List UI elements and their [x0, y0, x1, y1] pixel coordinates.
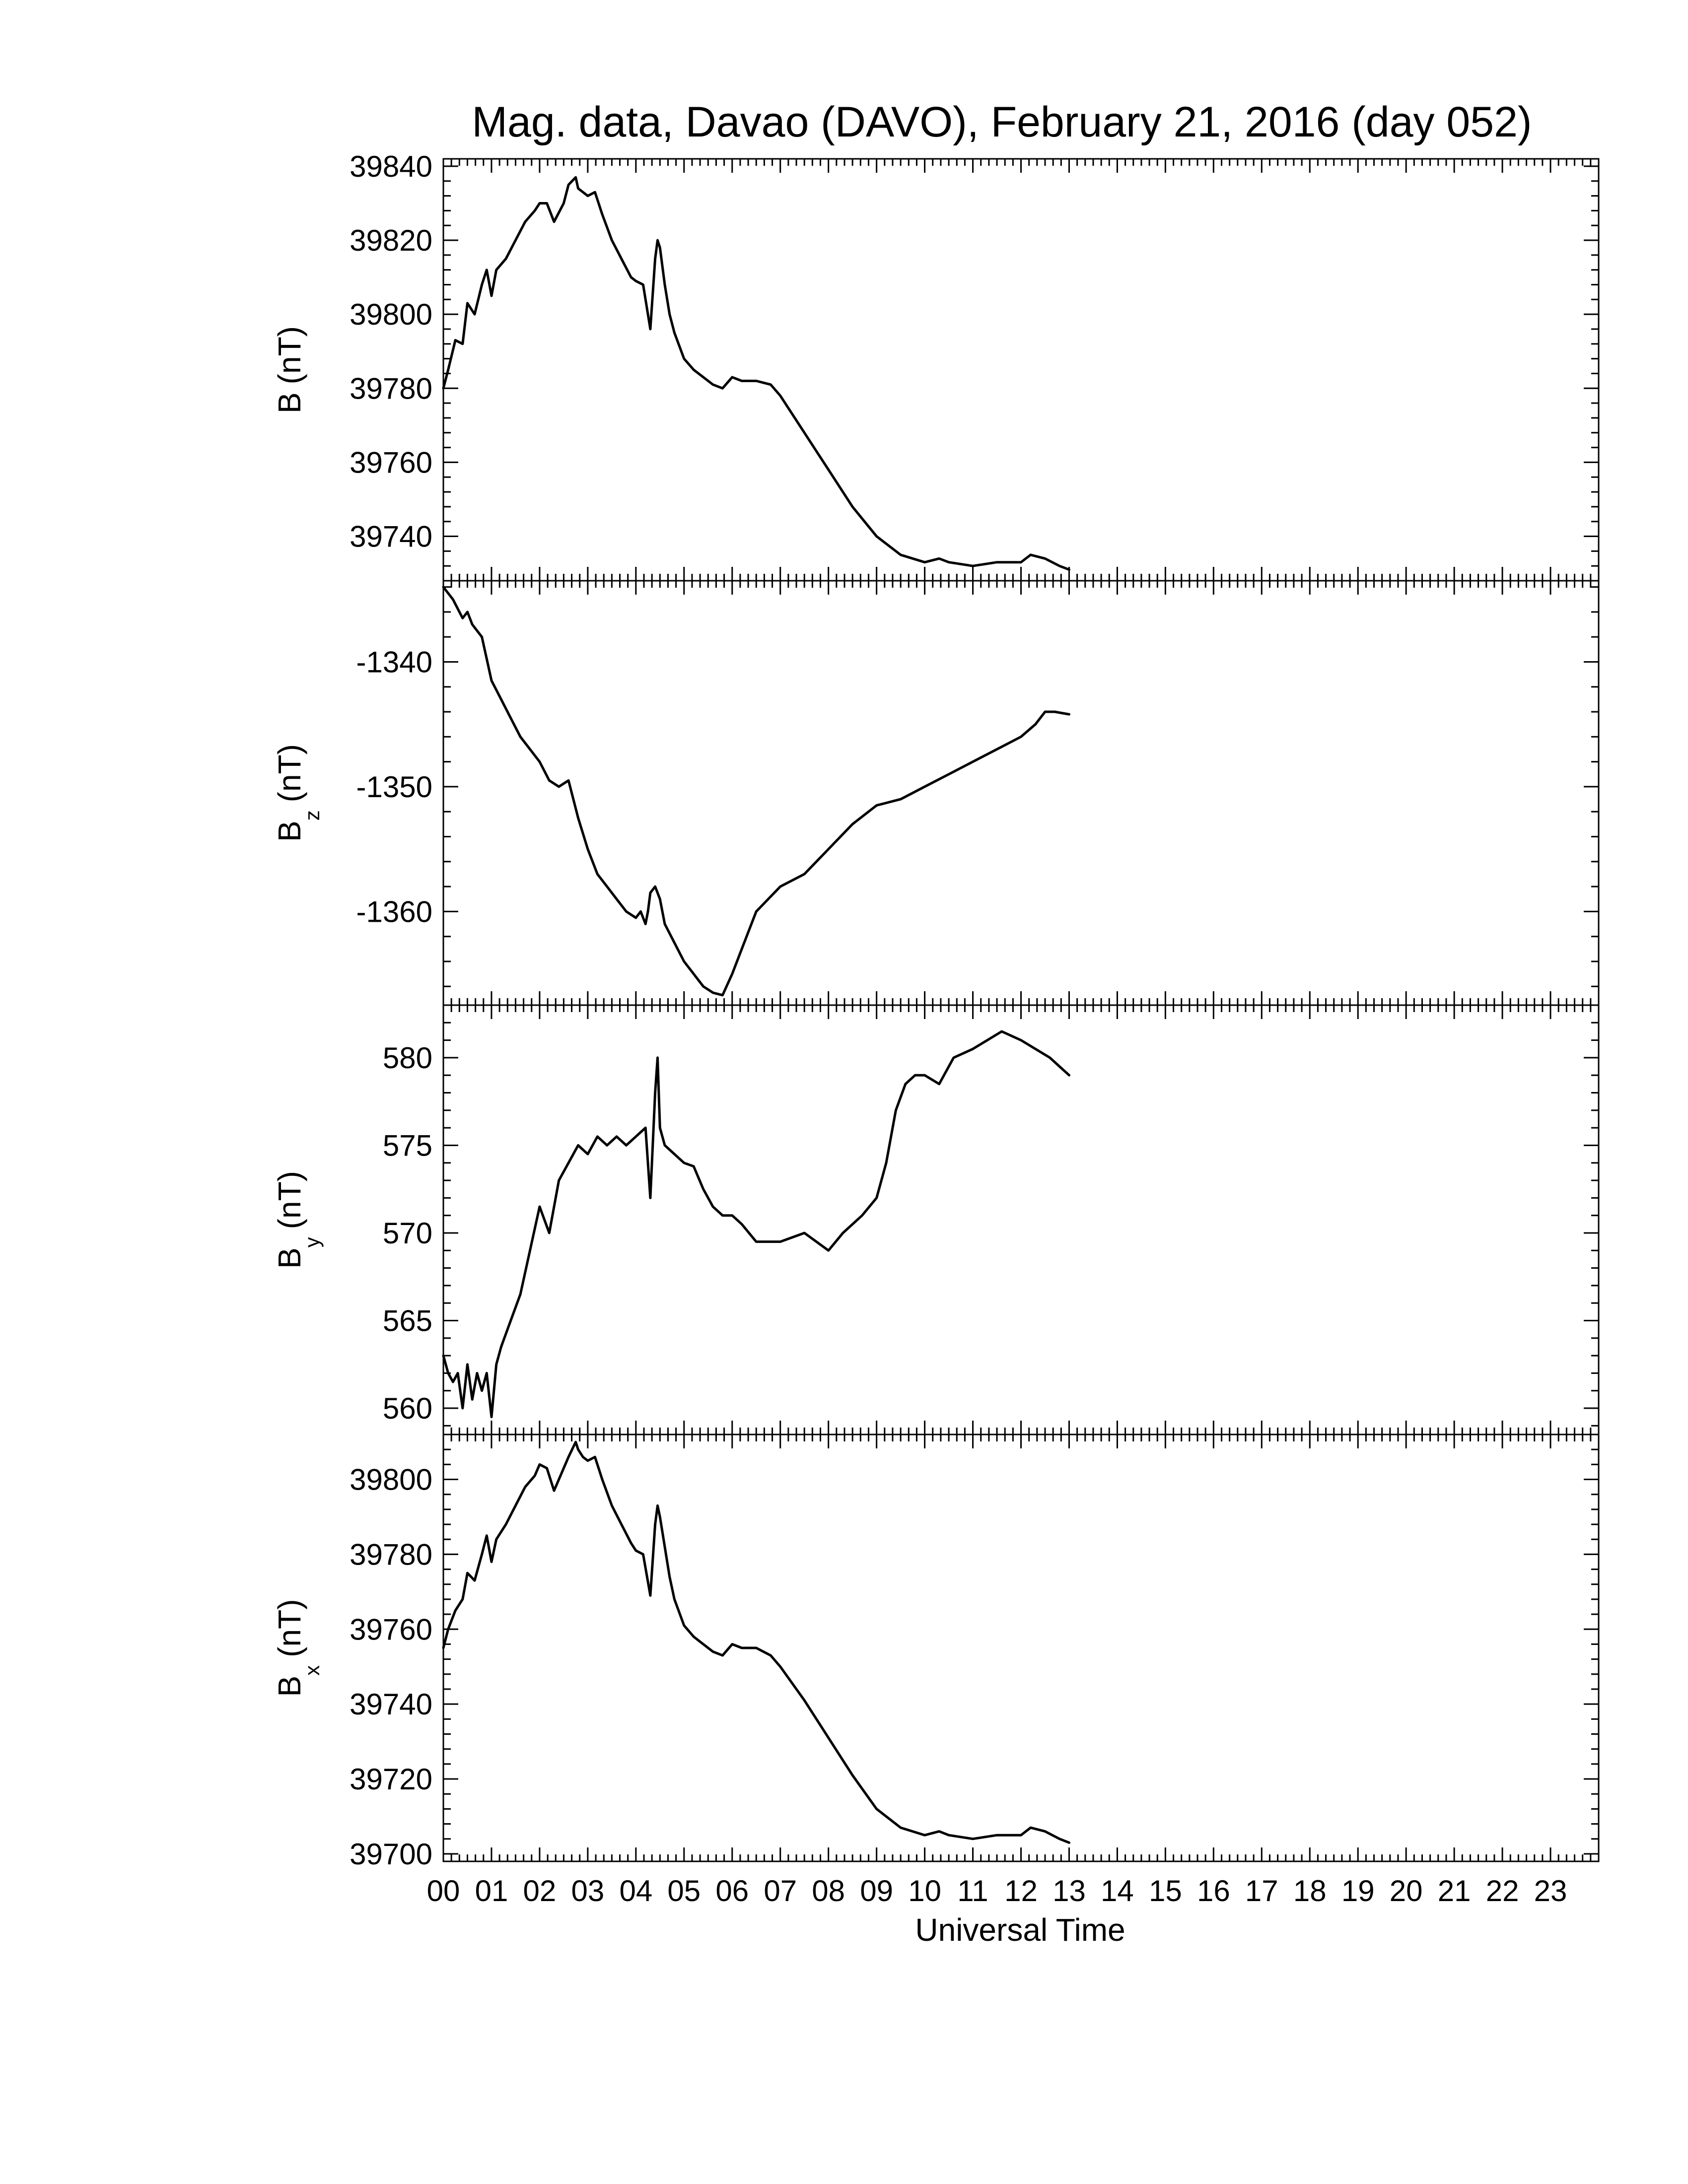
y-tick-label: -1340: [356, 645, 432, 679]
chart-title: Mag. data, Davao (DAVO), February 21, 20…: [472, 98, 1532, 146]
y-axis-label-unit: (nT): [272, 1171, 307, 1229]
x-tick-label: 21: [1438, 1874, 1471, 1908]
x-tick-label: 00: [427, 1874, 460, 1908]
panel-1: 39740 39760 39780 39800 39820 39840 B (nT): [272, 150, 1600, 582]
x-tick-label: 17: [1245, 1874, 1278, 1908]
series-line: [442, 1030, 1070, 1419]
x-tick-label: 07: [764, 1874, 797, 1908]
series-line: [442, 586, 1070, 997]
panel-2: -1340 -1350 -1360 Bz (nT): [272, 580, 1600, 1006]
y-tick-label: 39780: [350, 372, 432, 405]
x-tick-label: 18: [1293, 1874, 1327, 1908]
x-tick-label: 13: [1053, 1874, 1086, 1908]
x-tick-label: 16: [1197, 1874, 1230, 1908]
y-tick-label: 575: [383, 1129, 432, 1162]
x-axis: 00 01 02 03 04 05 06 07 08 09 10 11 12 13 14 15 16 17 18 19…: [427, 1874, 1567, 1908]
panels-layer: 397403976039780398003982039840B(nT)-1340…: [272, 150, 1600, 1871]
y-tick-label: 39820: [350, 224, 432, 257]
y-axis-label-unit: (nT): [272, 1599, 307, 1657]
y-tick-label: 39760: [350, 446, 432, 479]
x-tick-label: 11: [957, 1874, 988, 1908]
y-tick-label: 580: [383, 1041, 432, 1075]
series-line: [442, 176, 1070, 571]
x-tick-label: 12: [1004, 1874, 1038, 1908]
x-tick-label: 20: [1390, 1874, 1423, 1908]
y-tick-label: 39700: [350, 1838, 432, 1871]
y-tick-label: 39800: [350, 1463, 432, 1497]
y-tick-label: 39740: [350, 1688, 432, 1721]
x-tick-label: 04: [619, 1874, 652, 1908]
y-axis-label-main: B: [272, 820, 307, 842]
y-tick-label: 39760: [350, 1613, 432, 1646]
y-tick-label: 39720: [350, 1763, 432, 1796]
panel-frame: [442, 1433, 1600, 1862]
y-axis-label-sub: y: [300, 1237, 324, 1247]
x-tick-label: 22: [1486, 1874, 1519, 1908]
y-axis-label-main: B: [272, 1676, 307, 1697]
y-tick-label: 39740: [350, 520, 432, 553]
x-tick-label: 08: [812, 1874, 845, 1908]
x-tick-label: 14: [1101, 1874, 1134, 1908]
y-tick-label: 560: [383, 1392, 432, 1425]
y-axis-label-unit: (nT): [272, 326, 307, 384]
x-tick-label: 15: [1149, 1874, 1182, 1908]
x-tick-label: 03: [571, 1874, 605, 1908]
y-tick-label: -1360: [356, 895, 432, 928]
y-tick-label: 570: [383, 1217, 432, 1250]
y-axis-label: Bz (nT): [272, 744, 324, 842]
y-axis-label-main: B: [272, 392, 307, 413]
x-tick-label: 05: [667, 1874, 701, 1908]
y-axis-label-main: B: [272, 1247, 307, 1269]
y-tick-label: 565: [383, 1304, 432, 1338]
y-axis-label-sub: z: [300, 810, 324, 820]
x-tick-label: 02: [523, 1874, 557, 1908]
y-axis-label: By (nT): [272, 1171, 324, 1269]
y-tick-label: 39780: [350, 1538, 432, 1571]
x-tick-label: 23: [1534, 1874, 1567, 1908]
y-tick-label: 39800: [350, 298, 432, 331]
panel-frame: [442, 1004, 1600, 1435]
panel-4: 39700 39720 39740 39760 39780 39800 Bx (nT): [272, 1433, 1600, 1871]
panel-3: 560 565 570 575 580 By (nT): [272, 1004, 1600, 1435]
x-tick-label: 01: [475, 1874, 508, 1908]
panel-frame: [442, 158, 1600, 582]
y-axis-label-sub: x: [300, 1665, 324, 1676]
y-axis-label: B (nT): [272, 326, 307, 413]
x-tick-label: 19: [1341, 1874, 1375, 1908]
series-line: [442, 1440, 1070, 1844]
x-tick-label: 06: [715, 1874, 749, 1908]
x-tick-label: 09: [860, 1874, 893, 1908]
y-tick-label: -1350: [356, 770, 432, 804]
y-axis-label-unit: (nT): [272, 744, 307, 802]
x-axis-label: Universal Time: [915, 1912, 1125, 1948]
y-axis-label: Bx (nT): [272, 1599, 324, 1697]
y-tick-label: 39840: [350, 150, 432, 183]
panel-frame: [442, 580, 1600, 1006]
x-tick-label: 10: [908, 1874, 941, 1908]
